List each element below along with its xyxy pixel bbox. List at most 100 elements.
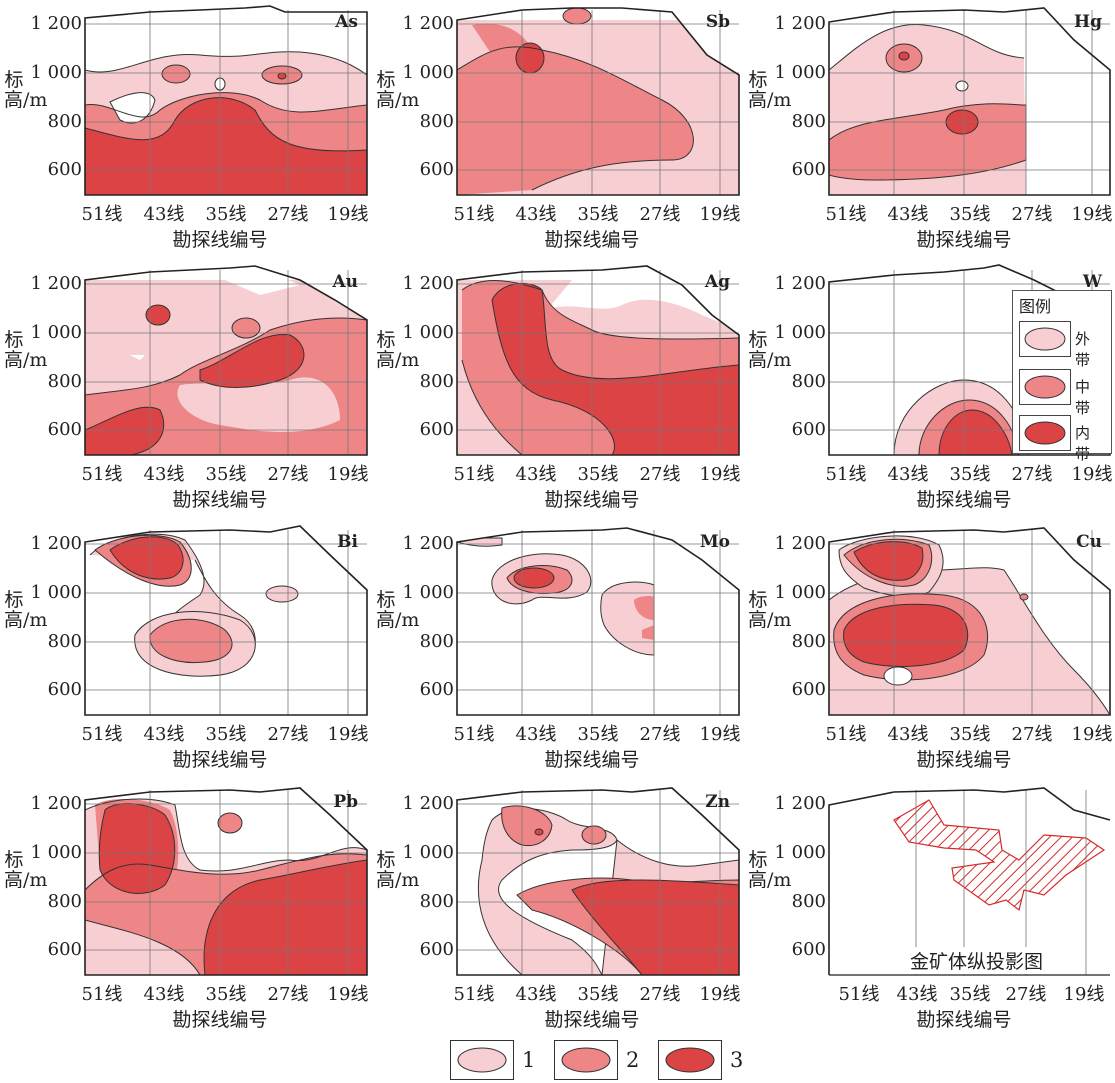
y-axis-label: 标高/m — [376, 589, 420, 631]
x-tick: 43线 — [143, 464, 185, 485]
panel-sb: Sb 标高/m 1 200 1 000 800 600 51线 43线 35线 … — [372, 0, 744, 255]
anomaly-map-as — [84, 5, 368, 196]
x-tick: 43线 — [515, 984, 557, 1005]
orebody-outline — [893, 799, 1106, 912]
panel-gold-projection: 金矿体纵投影图 标高/m 1 200 1 000 800 600 51线 43线… — [744, 780, 1115, 1035]
anomaly-map-cu — [828, 527, 1111, 716]
x-tick: 19线 — [699, 984, 741, 1005]
y-tick: 1 200 — [774, 793, 826, 814]
y-tick: 600 — [419, 419, 454, 440]
x-tick: 19线 — [1071, 724, 1113, 745]
middle-zone-swatch — [1024, 375, 1066, 399]
panel-ag: Ag 标高/m 1 200 1 000 800 600 51线 43线 35线 … — [372, 260, 744, 515]
x-axis-label: 勘探线编号 — [172, 489, 268, 511]
y-tick: 800 — [47, 631, 82, 652]
x-tick: 35线 — [577, 204, 619, 225]
x-tick: 19线 — [1071, 464, 1113, 485]
x-tick: 27线 — [639, 204, 681, 225]
bottom-legend-label: 1 — [522, 1048, 536, 1072]
panel-hg: Hg 标高/m 1 200 1 000 800 600 51线 43线 35线 … — [744, 0, 1115, 255]
x-tick: 27线 — [267, 204, 309, 225]
x-tick: 27线 — [267, 724, 309, 745]
x-tick: 51线 — [453, 464, 495, 485]
anomaly-map-sb — [456, 7, 740, 196]
x-tick: 27线 — [1005, 984, 1047, 1005]
x-tick: 51线 — [81, 984, 123, 1005]
x-tick: 19线 — [699, 724, 741, 745]
outer-zone-swatch — [1024, 327, 1066, 351]
middle-zone-swatch — [561, 1047, 611, 1073]
x-tick: 43线 — [515, 464, 557, 485]
x-tick: 35线 — [949, 204, 991, 225]
x-tick: 35线 — [205, 464, 247, 485]
x-tick: 51线 — [453, 724, 495, 745]
x-tick: 19线 — [1063, 984, 1105, 1005]
y-tick: 600 — [419, 939, 454, 960]
x-tick: 51线 — [825, 724, 867, 745]
panel-as: As 标高/m 1 200 1 000 800 600 51线 43线 35线 … — [0, 0, 372, 255]
element-label: Bi — [337, 532, 358, 552]
y-axis-label: 标高/m — [376, 329, 420, 371]
x-tick: 27线 — [1011, 724, 1053, 745]
x-tick: 35线 — [949, 724, 991, 745]
x-tick: 35线 — [577, 984, 619, 1005]
x-tick: 43线 — [143, 724, 185, 745]
x-tick: 51线 — [838, 984, 880, 1005]
projection-caption: 金矿体纵投影图 — [908, 947, 1046, 974]
x-tick: 19线 — [699, 464, 741, 485]
zone-legend: 图例 外 带 中 带 内 带 — [1012, 290, 1112, 463]
y-tick: 800 — [791, 631, 826, 652]
y-tick: 600 — [47, 939, 82, 960]
y-axis-label: 标高/m — [748, 69, 792, 111]
panel-au: Au 标高/m 1 200 1 000 800 600 51线 43线 35线 … — [0, 260, 372, 515]
y-axis-label: 标高/m — [4, 849, 48, 891]
x-axis-label: 勘探线编号 — [916, 749, 1012, 771]
x-axis-label: 勘探线编号 — [544, 229, 640, 251]
y-tick: 800 — [47, 371, 82, 392]
anomaly-map-mo — [456, 527, 740, 716]
y-axis-label: 标高/m — [4, 69, 48, 111]
anomaly-map-hg — [828, 7, 1111, 196]
y-tick: 800 — [47, 891, 82, 912]
legend-item-outer: 外 带 — [1019, 321, 1109, 369]
anomaly-map-ag — [456, 265, 740, 456]
x-axis-label: 勘探线编号 — [544, 489, 640, 511]
y-tick: 800 — [791, 111, 826, 132]
y-tick: 800 — [419, 111, 454, 132]
x-tick: 43线 — [887, 724, 929, 745]
x-tick: 35线 — [949, 464, 991, 485]
x-tick: 51线 — [825, 204, 867, 225]
y-tick: 1 200 — [30, 273, 82, 294]
element-label: W — [1082, 272, 1102, 292]
x-tick: 51线 — [453, 984, 495, 1005]
legend-title: 图例 — [1019, 297, 1052, 316]
x-tick: 35线 — [205, 204, 247, 225]
panel-zn: Zn 标高/m 1 200 1 000 800 600 51线 43线 35线 … — [372, 780, 744, 1035]
element-label: Ag — [704, 272, 730, 292]
y-tick: 1 000 — [402, 842, 454, 863]
anomaly-map-bi — [84, 525, 368, 716]
x-tick: 35线 — [577, 724, 619, 745]
x-tick: 43线 — [515, 204, 557, 225]
y-tick: 1 200 — [402, 13, 454, 34]
x-tick: 35线 — [205, 984, 247, 1005]
y-tick: 1 200 — [30, 533, 82, 554]
y-tick: 1 000 — [402, 582, 454, 603]
x-tick: 51线 — [81, 464, 123, 485]
y-tick: 800 — [419, 631, 454, 652]
x-tick: 19线 — [327, 724, 369, 745]
y-tick: 1 200 — [30, 13, 82, 34]
x-tick: 35线 — [577, 464, 619, 485]
x-tick: 51线 — [81, 204, 123, 225]
x-tick: 43线 — [143, 204, 185, 225]
element-label: Au — [332, 272, 358, 292]
anomaly-map-zn — [456, 787, 740, 976]
x-tick: 19线 — [327, 464, 369, 485]
y-tick: 1 200 — [774, 13, 826, 34]
outer-zone-swatch — [457, 1047, 507, 1073]
y-tick: 1 000 — [774, 842, 826, 863]
y-tick: 1 200 — [774, 273, 826, 294]
y-tick: 1 000 — [402, 62, 454, 83]
y-tick: 1 000 — [402, 322, 454, 343]
x-tick: 43线 — [896, 984, 938, 1005]
